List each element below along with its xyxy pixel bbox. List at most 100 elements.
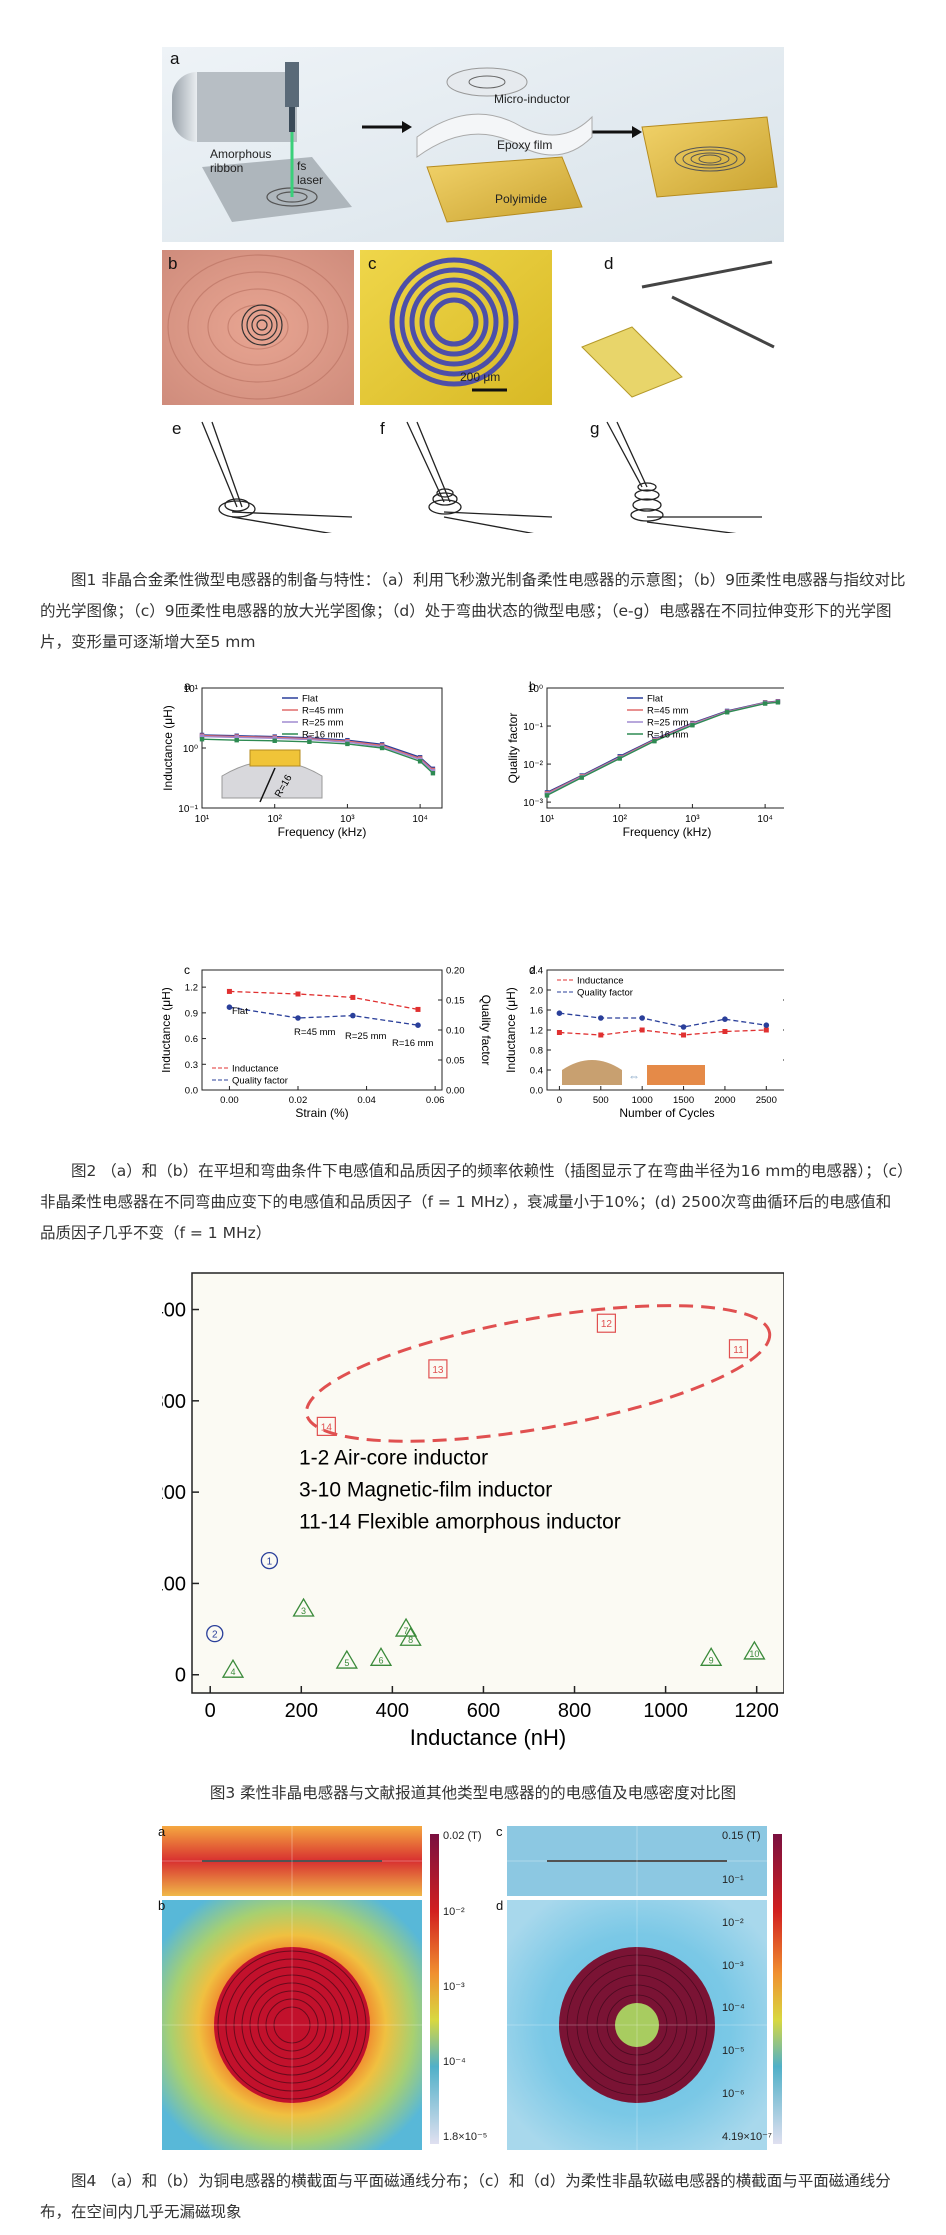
y-tick-label: 2.0 [530,986,543,997]
fig4-label-d: d [496,1898,504,1913]
y-tick-label: 0.8 [530,1046,543,1057]
colorbar-tick-label: 10⁻⁶ [722,2088,745,2101]
data-point [579,775,584,780]
y-tick-label: 10⁰ [528,684,543,695]
data-point [724,710,730,715]
y-tick-label: 400 [162,1300,186,1322]
x-tick-label: 1000 [632,1095,653,1106]
annotation-polyimide: Polyimide [495,192,548,206]
data-point-3: 3 [292,1597,315,1617]
series-line-3 [201,738,434,774]
data-point [415,1022,421,1028]
legend-entry: Inductance [232,1064,278,1075]
annotation-r25: R=25 mm [345,1031,387,1042]
x-axis-label: Strain (%) [295,1106,348,1120]
y-tick-label: 10⁰ [183,744,198,755]
data-point-6: 6 [369,1647,393,1666]
data-point [652,738,657,744]
y-tick-label: 200 [162,1482,186,1504]
data-point [199,734,205,739]
data-point [295,991,301,997]
laser-head [285,62,299,197]
data-point [639,1027,645,1033]
y-tick-label: 100 [162,1573,186,1595]
figure-2-caption: 图2 （a）和（b）在平坦和弯曲条件下电感值和品质因子的频率依赖性（插图显示了在… [40,1162,905,1242]
colorbar-tick-label: 10⁻² [722,1916,744,1929]
svg-text:14: 14 [321,1422,333,1433]
y-tick-label: 10⁻¹ [178,804,198,815]
inset-bend [221,760,323,799]
y-tick-label: 0 [175,1665,186,1687]
y-tick-label: 0.3 [185,1060,198,1071]
series-line-quality-factor [229,1006,419,1026]
svg-text:11: 11 [733,1345,744,1356]
plot-frame [191,1272,785,1694]
y2-tick-label: 0.20 [446,966,465,977]
x-axis-label: Frequency (kHz) [623,825,712,839]
data-point [544,793,550,798]
data-point-10: 10 [743,1640,766,1660]
legend-entry: 11-14 Flexible amorphous inductor [299,1511,621,1534]
panel-label: a [184,680,191,693]
legend-entry: Quality factor [577,988,633,999]
y-tick-label: 0.0 [530,1086,543,1097]
x-tick-label: 500 [593,1095,609,1106]
x-tick-label: 10³ [685,814,700,825]
data-point-11: 11 [728,1339,749,1359]
x-tick-label: 0.02 [289,1095,308,1106]
legend-entry: R=16 mm [302,730,344,741]
svg-text:5: 5 [344,1658,349,1668]
legend-entry: Flat [647,694,663,705]
data-point-5: 5 [335,1649,358,1669]
svg-text:10: 10 [749,1649,759,1659]
data-point [598,1032,604,1038]
panel-label: d [529,963,536,977]
x-tick-label: 2500 [756,1095,777,1106]
y-axis-label: Quality factor [506,713,520,784]
colorbar-tick-label: 10⁻³ [443,1981,465,1993]
chart-panel-d: 0 500 1000 1500 2000 2500 0.0 0.4 0.8 1.2 1.6 2.0 2.… [504,963,838,1120]
data-point [295,1015,301,1021]
y-tick-label: 0.4 [530,1066,543,1077]
y-tick-label: 2.4 [530,966,543,977]
series-line-3 [546,701,778,797]
panels-efg [201,421,763,538]
x-tick-label: 10⁴ [412,814,427,825]
panel-label: c [184,963,190,977]
series-line-inductance [559,1029,767,1036]
data-point [307,739,312,744]
x-tick-label: 0.00 [220,1095,239,1106]
colorbar-tick-label: 10⁻⁵ [722,2045,745,2058]
legend-entry: Flat [302,694,318,705]
legend-entry: R=25 mm [647,718,689,729]
x-tick-label: 400 [376,1700,409,1722]
data-point [350,994,356,1000]
data-point-4: 4 [221,1658,245,1678]
figure-2-charts: 10¹ 10² 10³ 10⁴ 10⁻¹ 10⁰ 10¹ Frequency (kHz) Ind… [159,679,838,1120]
data-point [430,771,436,776]
fig4-colorbar-right [773,1834,782,2144]
colorbar-tick-label: 0.15 (T) [722,1830,761,1842]
figure-1-caption: 图1 非晶合金柔性微型电感器的制备与特性：（a）利用飞秒激光制备柔性电感器的示意… [40,571,906,651]
x-tick-label: 0 [205,1700,216,1722]
data-point [226,988,232,994]
annotation-laser: fs laser [297,159,324,187]
y-tick-label: 0.6 [185,1034,198,1045]
scale-bar-label: 200 μm [460,370,501,384]
data-point [556,1030,562,1035]
y-tick-label: 0.9 [185,1008,198,1019]
figure-3-chart: 0200400600800100012000100200300400Induct… [132,1272,785,1750]
chart-panel-fig3: 0200400600800100012000100200300400Induct… [132,1272,785,1750]
fig4-colorbar-left [430,1834,439,2144]
data-point [639,1015,645,1021]
inset-bent [562,1060,622,1085]
data-point [350,1012,356,1019]
x-tick-label: 1500 [673,1095,694,1106]
data-point [775,700,781,705]
figure-1-illustration [162,47,784,538]
data-point-8: 8 [399,1626,422,1646]
data-point [722,1029,728,1034]
figure-4-maps [162,1826,782,2150]
data-point [415,1006,421,1012]
x-tick-label: 10⁴ [757,814,772,825]
